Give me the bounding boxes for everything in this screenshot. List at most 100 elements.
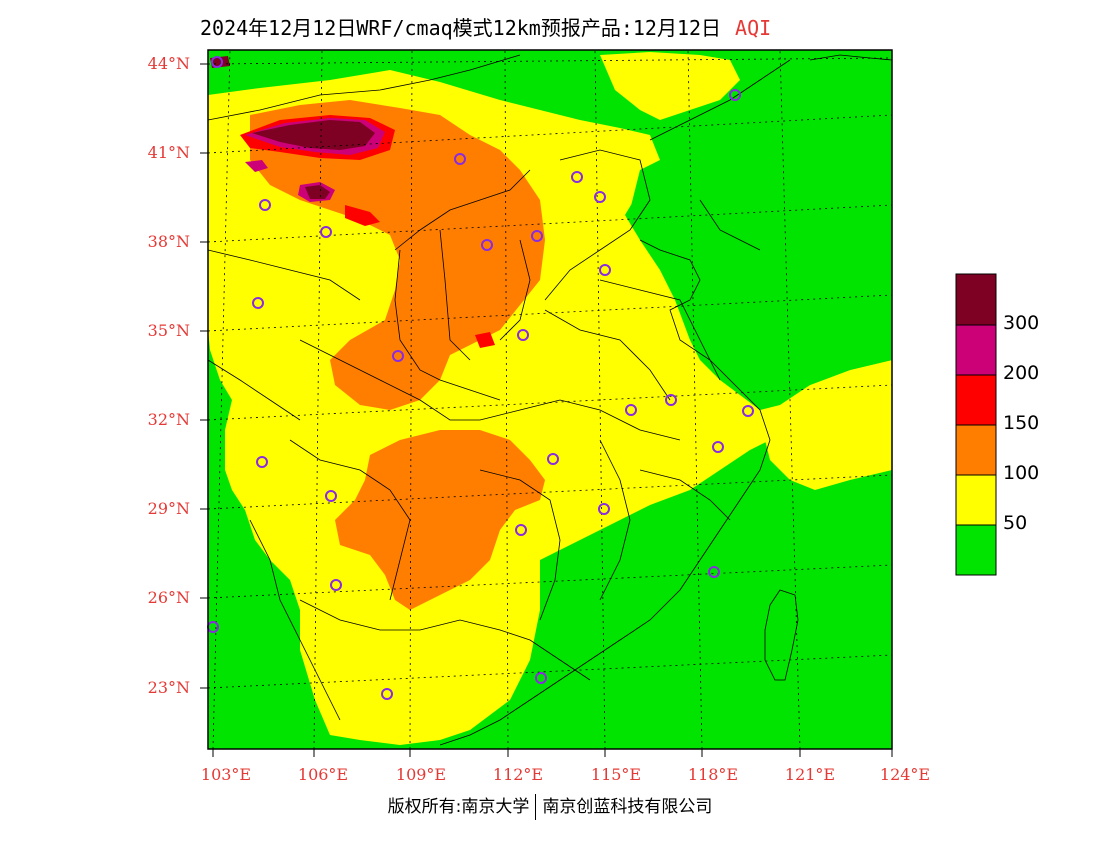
city-marker	[320, 226, 332, 238]
city-marker	[381, 688, 393, 700]
korea-outline	[809, 54, 892, 61]
boundary-line	[249, 519, 341, 721]
city-marker	[454, 153, 466, 165]
city-marker	[729, 89, 741, 101]
city-marker	[665, 394, 677, 406]
lon-label-106: 106°E	[297, 765, 349, 784]
copyright-owner: 版权所有:南京大学	[387, 797, 530, 817]
boundary-line	[599, 279, 721, 381]
lat-label-26: 26°N	[147, 588, 190, 607]
parallel-line	[208, 57, 892, 65]
boundary-line	[699, 199, 761, 251]
legend-swatch-usg	[955, 424, 997, 476]
legend-swatch-good	[955, 524, 997, 576]
map-frame	[207, 49, 893, 750]
aqi-unhealthy-hotspot-3	[345, 205, 380, 226]
lon-label-118: 118°E	[687, 765, 739, 784]
legend-label-200: 200	[1003, 362, 1040, 384]
legend-swatch-unhealthy	[955, 374, 997, 426]
boundary-line	[544, 149, 651, 301]
city-marker	[252, 297, 264, 309]
lat-label-29: 29°N	[147, 499, 190, 518]
lat-label-23: 23°N	[147, 678, 190, 697]
boundary-line	[299, 339, 681, 441]
lon-label-112: 112°E	[492, 765, 544, 784]
city-marker	[392, 350, 404, 362]
aqi-usg-region-central	[335, 430, 545, 610]
legend-label-50: 50	[1003, 512, 1028, 534]
lon-label-121: 121°E	[784, 765, 836, 784]
boundary-line	[544, 309, 671, 401]
lat-label-41: 41°N	[147, 143, 190, 162]
city-marker	[325, 490, 337, 502]
boundary-line	[208, 359, 301, 421]
meridian-line	[313, 50, 323, 749]
parallel-line	[208, 564, 892, 599]
parallel-line	[208, 654, 892, 689]
city-marker	[599, 264, 611, 276]
boundary-line	[208, 54, 521, 121]
taiwan-outline	[764, 589, 799, 681]
legend-label-300: 300	[1003, 312, 1040, 334]
aqi-good-northeast	[630, 90, 892, 405]
city-marker	[256, 456, 268, 468]
aqi-hazardous-hotspot-5	[210, 56, 230, 68]
parallel-line	[208, 294, 892, 332]
title-variable: AQI	[735, 16, 772, 40]
legend-swatch-moderate	[955, 474, 997, 526]
city-marker	[515, 524, 527, 536]
aqi-moderate-ne-patch	[600, 52, 740, 120]
boundary-line	[299, 599, 591, 681]
aqi-good-southeast	[470, 440, 892, 749]
footer-divider	[535, 794, 537, 820]
lat-label-38: 38°N	[147, 232, 190, 251]
lon-label-124: 124°E	[879, 765, 931, 784]
copyright-footer: 版权所有:南京大学 南京创蓝科技有限公司	[0, 792, 1100, 820]
boundary-line	[479, 469, 561, 621]
aqi-moderate-taiwan-patch	[760, 380, 892, 490]
city-markers	[207, 56, 754, 700]
boundary-line	[639, 469, 731, 521]
city-marker	[598, 503, 610, 515]
coastline	[439, 239, 771, 746]
parallel-line	[208, 474, 892, 510]
aqi-very-unhealthy-hotspot-4	[245, 160, 268, 172]
lon-label-115: 115°E	[590, 765, 642, 784]
aqi-hazardous-hotspot	[252, 120, 375, 150]
boundary-line	[599, 439, 631, 601]
legend-swatch-hazardous	[955, 273, 997, 326]
city-marker	[547, 453, 559, 465]
boundary-line	[439, 229, 471, 361]
lon-label-103: 103°E	[200, 765, 252, 784]
title-main: 2024年12月12日WRF/cmaq模式12km预报产品:12月12日	[200, 16, 722, 40]
meridian-line	[594, 50, 606, 749]
boundary-line	[289, 439, 411, 601]
graticule	[208, 50, 892, 749]
city-marker	[535, 672, 547, 684]
city-marker	[712, 441, 724, 453]
boundary-line	[394, 169, 531, 251]
legend-label-150: 150	[1003, 412, 1040, 434]
city-marker	[708, 566, 720, 578]
aqi-good-south	[208, 555, 330, 749]
province-boundaries	[208, 54, 892, 746]
boundary-line	[394, 249, 501, 401]
meridian-line	[212, 50, 231, 749]
meridian-line	[504, 50, 509, 749]
boundary-line	[499, 239, 531, 341]
city-marker	[517, 329, 529, 341]
aqi-hazardous-hotspot-2	[305, 185, 330, 199]
lon-label-109: 109°E	[395, 765, 447, 784]
city-marker	[625, 404, 637, 416]
lat-label-44: 44°N	[147, 54, 190, 73]
legend-label-100: 100	[1003, 462, 1040, 484]
city-marker	[211, 56, 223, 68]
city-marker	[531, 230, 543, 242]
legend-swatch-very-unhealthy	[955, 324, 997, 376]
axis-ticks	[200, 63, 893, 757]
aqi-moderate-region	[208, 70, 892, 745]
city-marker	[742, 405, 754, 417]
city-marker	[330, 579, 342, 591]
lat-label-35: 35°N	[147, 321, 190, 340]
